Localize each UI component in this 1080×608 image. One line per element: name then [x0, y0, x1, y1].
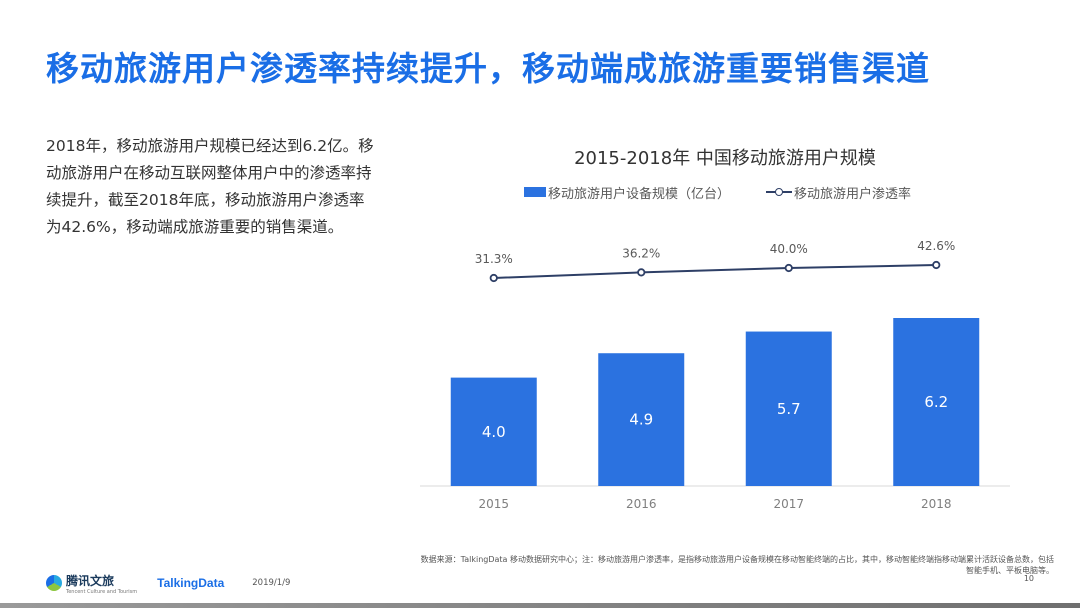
- tencent-culture-logo-icon: [46, 574, 62, 591]
- x-tick-label-2016: 2016: [626, 497, 657, 511]
- line-value-label-2018: 42.6%: [917, 239, 955, 253]
- bar-value-label-2018: 6.2: [924, 393, 948, 411]
- footer-date: 2019/1/9: [252, 577, 291, 588]
- tencent-culture-logo: 腾讯文旅 Tencent Culture and Tourism: [66, 570, 137, 595]
- bar-value-label-2015: 4.0: [482, 423, 506, 441]
- line-point-2018: [932, 260, 941, 270]
- bar-value-label-2017: 5.7: [777, 400, 801, 418]
- bar-2018: [893, 318, 980, 486]
- line-point-2017: [784, 263, 793, 273]
- line-value-label-2015: 31.3%: [475, 252, 513, 266]
- legend-label-bar: 移动旅游用户设备规模（亿台）: [548, 186, 731, 202]
- chart-title: 2015-2018年 中国移动旅游用户规模: [574, 148, 876, 169]
- legend-swatch-line: [766, 187, 793, 197]
- line-value-label-2017: 40.0%: [770, 242, 808, 256]
- legend-item-line: 移动旅游用户渗透率: [766, 183, 911, 202]
- talkingdata-logo: TalkingData: [157, 575, 225, 590]
- bottom-band: [0, 603, 1080, 608]
- bar-2016: [598, 353, 685, 486]
- legend-item-bar: 移动旅游用户设备规模（亿台）: [524, 183, 730, 202]
- line-point-2015: [489, 273, 498, 283]
- combo-chart: 4.0 2015 4.9 2016 5.7 2017 6.2 2018 31.3% 36.2% 40…: [420, 239, 1010, 511]
- summary-text: 2018年，移动旅游用户规模已经达到6.2亿。移动旅游用户在移动互联网整体用户中…: [46, 137, 374, 236]
- chart-legend: 移动旅游用户设备规模（亿台） 移动旅游用户渗透率: [524, 182, 947, 202]
- penetration-rate-line: [493, 264, 937, 279]
- x-tick-label-2017: 2017: [773, 497, 804, 511]
- page-number: 10: [1023, 574, 1034, 583]
- x-tick-label-2018: 2018: [921, 497, 952, 511]
- bar-2017: [745, 331, 832, 486]
- source-note: 数据来源：TalkingData 移动数据研究中心；注：移动旅游用户渗透率，是指…: [420, 555, 1054, 575]
- x-tick-label-2015: 2015: [478, 497, 509, 511]
- legend-label-line: 移动旅游用户渗透率: [794, 186, 912, 202]
- page-title: 移动旅游用户渗透率持续提升，移动端成旅游重要销售渠道: [46, 49, 930, 88]
- line-value-label-2016: 36.2%: [622, 246, 660, 260]
- line-point-2016: [637, 268, 646, 277]
- bar-2015: [450, 377, 537, 486]
- legend-swatch-bar: [524, 187, 546, 197]
- logo-brand-subtext: Tencent Culture and Tourism: [66, 589, 138, 595]
- bar-value-label-2016: 4.9: [629, 411, 653, 429]
- footer-branding: 腾讯文旅 Tencent Culture and Tourism Talking…: [46, 570, 290, 595]
- logo-brand-text: 腾讯文旅: [66, 574, 115, 588]
